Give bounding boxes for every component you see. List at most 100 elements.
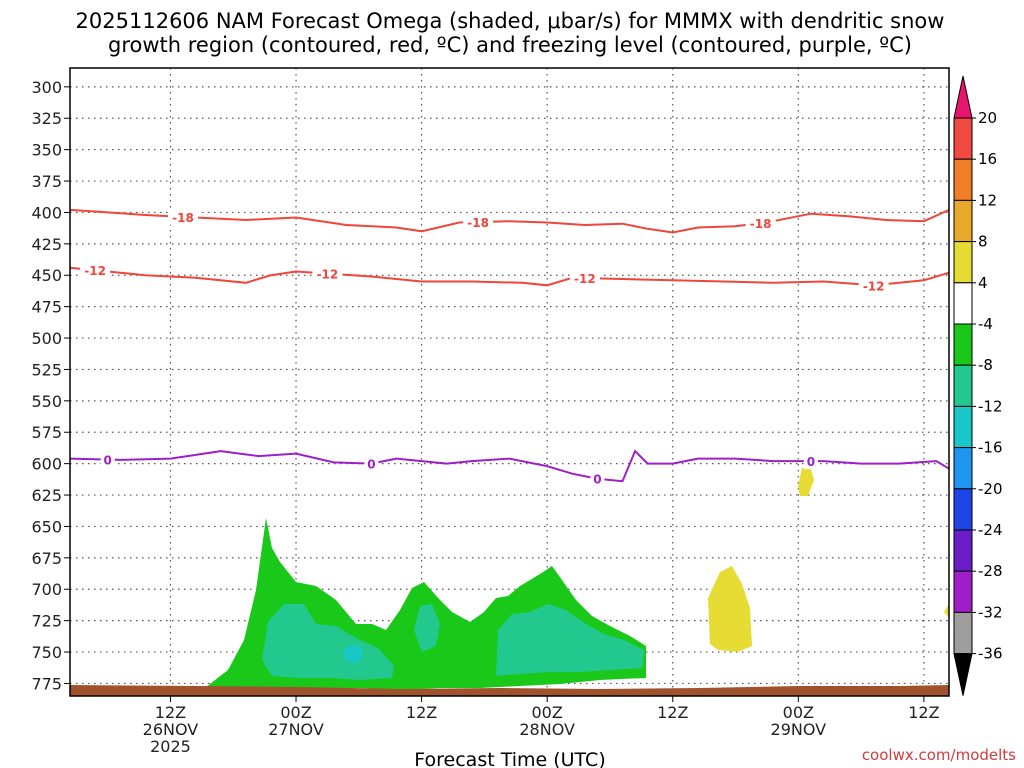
chart-title-line2: growth region (contoured, red, ºC) and f… (108, 33, 912, 57)
colorbar-swatch (953, 611, 973, 655)
y-tick-label: 300 (31, 78, 62, 97)
x-tick-label: 00Z (783, 703, 814, 722)
x-tick-label: 26NOV (143, 720, 199, 739)
colorbar-swatch (953, 158, 973, 201)
colorbar-label: -16 (978, 439, 1003, 457)
contour-label: 0 (103, 454, 111, 468)
omega-region-teal-3 (496, 604, 644, 676)
contour-line (69, 208, 950, 234)
y-tick-label: 750 (31, 643, 62, 662)
y-tick-label: 325 (31, 109, 62, 128)
colorbar-swatch (953, 199, 973, 243)
y-tick-label: 500 (31, 329, 62, 348)
omega-region-yellow-2 (798, 466, 814, 496)
credit-link[interactable]: coolwx.com/modelts (862, 746, 1016, 764)
y-tick-label: 350 (31, 141, 62, 160)
contour-label-bg (100, 451, 115, 468)
x-tick-label: 27NOV (268, 720, 324, 739)
omega-region-teal (262, 604, 394, 680)
omega-region-yellow-3 (944, 604, 949, 618)
contour-label: -12 (574, 272, 596, 286)
contour-label: -18 (172, 211, 194, 225)
colorbar-label: 4 (978, 274, 988, 292)
contour-label-bg (745, 214, 776, 231)
x-tick-label: 12Z (406, 703, 437, 722)
contour-label: -12 (317, 268, 339, 282)
colorbar-swatch (953, 364, 973, 407)
colorbar-swatch (953, 570, 973, 613)
colorbar-label: 16 (978, 150, 997, 168)
y-tick-label: 400 (31, 203, 62, 222)
colorbar-label: 8 (978, 233, 988, 251)
colorbar-label: -12 (978, 397, 1003, 415)
y-tick-label: 375 (31, 172, 62, 191)
x-tick-label: 00Z (532, 703, 563, 722)
y-tick-label: 725 (31, 612, 62, 631)
colorbar-label: -28 (978, 562, 1003, 580)
colorbar-arrow-top (953, 75, 973, 119)
colorbar-label: -32 (978, 603, 1003, 621)
x-tick-label: 00Z (280, 703, 311, 722)
colorbar-label: 20 (978, 109, 997, 127)
omega-region-yellow (708, 566, 752, 652)
colorbar-swatch (953, 529, 973, 572)
chart-title-line1: 2025112606 NAM Forecast Omega (shaded, μ… (76, 9, 945, 33)
terrain-band (70, 685, 949, 696)
x-tick-label: 12Z (657, 703, 688, 722)
contour-label-bg (364, 455, 379, 472)
colorbar-arrow-bottom (953, 653, 973, 696)
contour-label: -18 (750, 217, 772, 231)
contour-label-bg (80, 262, 111, 279)
contour-label-bg (569, 270, 600, 287)
x-tick-label: 28NOV (519, 720, 575, 739)
y-tick-label: 450 (31, 266, 62, 285)
contour-label-bg (803, 453, 818, 470)
colorbar-label: -24 (978, 521, 1003, 539)
y-tick-label: 700 (31, 580, 62, 599)
contour-label: 0 (807, 455, 815, 469)
contour-line (69, 449, 950, 483)
colorbar-swatch (953, 282, 973, 325)
contour-label-bg (590, 470, 605, 487)
y-tick-label: 625 (31, 486, 62, 505)
contour-label: -12 (84, 264, 106, 278)
colorbar-swatch (953, 405, 973, 449)
colorbar-swatch (953, 241, 973, 284)
omega-region-cyan (344, 644, 362, 664)
y-axis: 300 325 350 375 400 425 450 475 500 525 550 575 600 6… (31, 78, 70, 693)
colorbar: 20 16 12 8 4 -4 -8 -12 -16 -20 -24 -28 -32 -36 (953, 75, 1003, 696)
contour-label-bg (312, 265, 343, 282)
colorbar-label: 12 (978, 191, 997, 209)
colorbar-swatch (953, 323, 973, 366)
x-tick-label: 2025 (150, 737, 191, 756)
contour-label-bg (168, 208, 199, 225)
colorbar-label: -20 (978, 480, 1003, 498)
y-tick-label: 575 (31, 423, 62, 442)
y-tick-label: 600 (31, 455, 62, 474)
y-tick-label: 525 (31, 360, 62, 379)
y-tick-label: 425 (31, 235, 62, 254)
y-tick-label: 650 (31, 517, 62, 536)
plot-frame (69, 67, 950, 697)
x-tick-label: 29NOV (771, 720, 827, 739)
colorbar-swatch (953, 117, 973, 160)
colorbar-swatch (953, 488, 973, 531)
x-tick-label: 12Z (155, 703, 186, 722)
contour-label: -18 (467, 216, 489, 230)
omega-shading (70, 466, 949, 696)
y-tick-label: 475 (31, 298, 62, 317)
temperature-contours: -18 -18 -18 -12 -12 -12 -12 0 0 0 0 (69, 208, 950, 487)
contour-label-bg (858, 277, 889, 294)
x-tick-label: 12Z (908, 703, 939, 722)
colorbar-label: -4 (978, 315, 993, 333)
contour-label: -12 (863, 279, 885, 293)
contour-label: 0 (593, 473, 601, 487)
colorbar-label: -36 (978, 645, 1003, 663)
y-tick-label: 550 (31, 392, 62, 411)
y-tick-label: 675 (31, 549, 62, 568)
contour-label: 0 (367, 458, 375, 472)
omega-region-teal-2 (414, 604, 440, 652)
x-axis-label: Forecast Time (UTC) (414, 749, 605, 768)
